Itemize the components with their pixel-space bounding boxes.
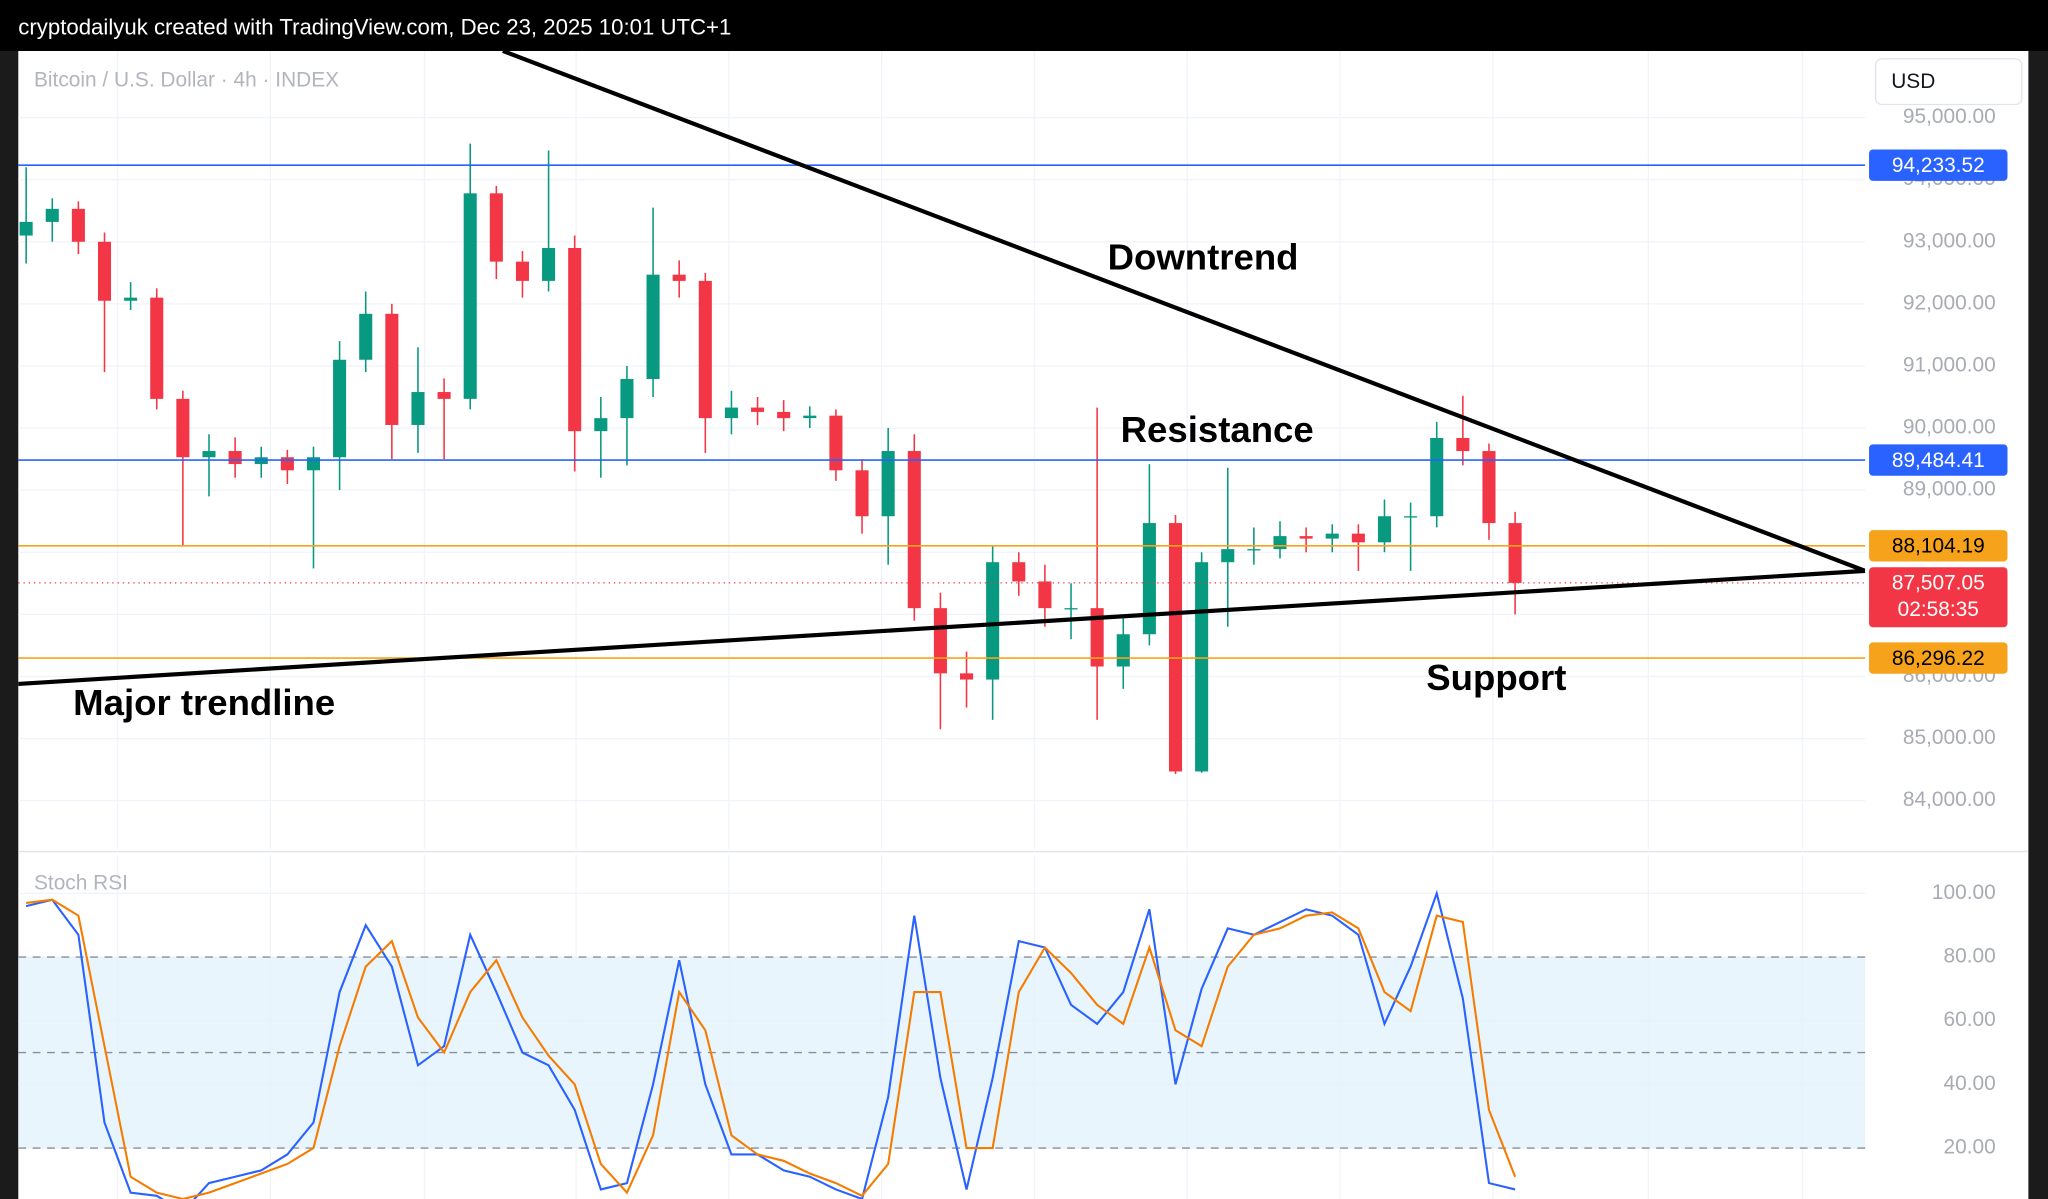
candle-body (385, 313, 399, 425)
candle-body (1508, 523, 1522, 583)
annotation: Resistance (1121, 409, 1314, 450)
candle-body (1456, 437, 1470, 452)
candle-body (411, 392, 425, 425)
candle-body (724, 407, 738, 419)
candle-body (855, 470, 869, 517)
candle-body (1404, 516, 1418, 518)
candle-body (1377, 516, 1392, 543)
y-tick-label: 93,000.00 (1903, 229, 1996, 252)
price-tag (1869, 530, 2008, 562)
candle-body (1273, 536, 1287, 550)
price-tag (1869, 149, 2008, 181)
candle-body (698, 280, 712, 419)
y-tick-label: 91,000.00 (1903, 353, 1996, 376)
candle-body (881, 451, 895, 517)
candle-body (1038, 581, 1052, 609)
caption: cryptodailyuk created with TradingView.c… (18, 15, 731, 40)
candle-body (124, 297, 138, 301)
price-tag (1869, 642, 2008, 674)
candle-body (150, 297, 164, 399)
countdown-label: 02:58:35 (1898, 598, 1979, 621)
candle-body (1299, 536, 1313, 539)
y-tick-label: 95,000.00 (1903, 105, 1996, 128)
price-tag-label: 86,296.22 (1892, 647, 1985, 670)
candles (19, 143, 1522, 774)
candle-body (907, 451, 921, 609)
candle-body (463, 193, 477, 399)
chart-title: Bitcoin / U.S. Dollar · 4h · INDEX (34, 68, 339, 91)
candle-body (1168, 523, 1183, 772)
currency-button[interactable] (1874, 58, 2023, 106)
trendline (18, 568, 1866, 686)
last-price-label: 87,507.05 (1892, 572, 1985, 595)
candle-body (1064, 608, 1078, 610)
candle-body (306, 457, 321, 471)
y-tick-label: 60.00 (1943, 1008, 1995, 1031)
indicator-title: Stoch RSI (34, 872, 128, 895)
candle-body (594, 418, 608, 432)
candle-body (1012, 562, 1026, 582)
candle-body (542, 247, 556, 281)
candle-body (646, 274, 660, 380)
candle-body (437, 392, 451, 399)
candle-body (515, 261, 529, 281)
candle-body (829, 415, 843, 471)
candle-body (803, 415, 817, 419)
candle-body (933, 608, 947, 674)
candle-body (19, 221, 33, 236)
indicator-line (25, 889, 1516, 1199)
trendline (502, 50, 1866, 573)
annotation: Downtrend (1108, 237, 1299, 278)
price-tag-label: 94,233.52 (1892, 154, 1985, 177)
y-tick-label: 92,000.00 (1903, 291, 1996, 314)
y-tick-label: 89,000.00 (1903, 478, 1996, 501)
y-tick-label: 20.00 (1943, 1136, 1995, 1159)
candle-body (1221, 549, 1235, 563)
top-bar (0, 0, 2048, 51)
candle-body (672, 274, 686, 281)
annotation: Major trendline (73, 682, 335, 723)
candle-body (986, 562, 1000, 680)
candle-body (1116, 634, 1130, 667)
y-tick-label: 40.00 (1943, 1072, 1995, 1095)
candle-body (777, 411, 791, 419)
candle-body (202, 451, 216, 458)
y-tick-label: 90,000.00 (1903, 416, 1996, 439)
candle-body (1195, 562, 1209, 772)
candle-body (1142, 523, 1156, 635)
indicator-line (26, 898, 1517, 1199)
currency-label[interactable]: USD (1891, 70, 1935, 93)
candle-body (333, 359, 347, 458)
candle-body (1482, 451, 1496, 524)
candle-body (568, 247, 582, 432)
candle-body (751, 407, 765, 412)
annotation: Support (1426, 657, 1566, 698)
candle-body (1351, 533, 1365, 543)
price-tag-label: 88,104.19 (1892, 535, 1985, 558)
candle-body (960, 673, 974, 680)
y-tick-label: 80.00 (1943, 945, 1995, 968)
y-tick-label: 84,000.00 (1903, 788, 1996, 811)
candle-body (71, 208, 85, 242)
candle-body (280, 457, 294, 471)
candle-body (228, 451, 242, 465)
candle-body (489, 193, 503, 262)
candle-body (176, 398, 190, 458)
y-tick-label: 100.00 (1932, 881, 1996, 904)
price-tag (1869, 444, 2008, 476)
candle-body (45, 208, 59, 222)
candle-body (1430, 437, 1444, 517)
candle-body (620, 379, 634, 419)
candle-body (1247, 549, 1261, 551)
candle-body (359, 313, 373, 360)
y-tick-label: 85,000.00 (1903, 726, 1996, 749)
candle-body (97, 241, 112, 301)
candle-body (1090, 608, 1104, 667)
last-price-tag (1869, 567, 2008, 628)
candle-body (1325, 533, 1339, 539)
price-tag-label: 89,484.41 (1892, 449, 1985, 472)
